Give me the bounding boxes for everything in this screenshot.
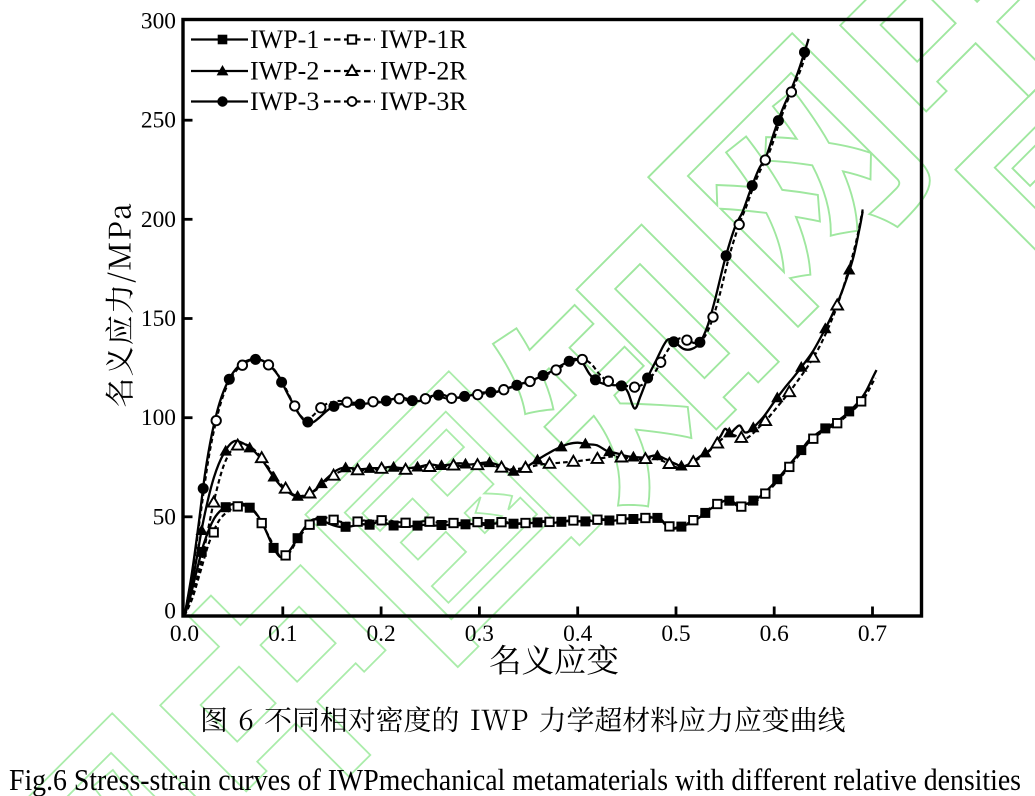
svg-text:Fig.6 Stress-strain curves of: Fig.6 Stress-strain curves of IWPmechani… — [9, 762, 1021, 796]
svg-text:IWP-2R: IWP-2R — [380, 57, 467, 86]
svg-text:100: 100 — [141, 405, 176, 431]
svg-text:0.0: 0.0 — [170, 621, 199, 647]
svg-text:0.4: 0.4 — [563, 621, 593, 647]
svg-text:0.5: 0.5 — [661, 621, 690, 647]
svg-text:50: 50 — [153, 504, 176, 530]
svg-text:0.6: 0.6 — [760, 621, 789, 647]
svg-text:0.1: 0.1 — [268, 621, 297, 647]
svg-text:IWP-1: IWP-1 — [250, 25, 319, 54]
svg-text:0: 0 — [164, 599, 176, 625]
svg-text:0.7: 0.7 — [858, 621, 888, 647]
svg-text:150: 150 — [141, 306, 176, 332]
svg-text:0.3: 0.3 — [465, 621, 494, 647]
svg-text:IWP-2: IWP-2 — [250, 57, 319, 86]
svg-text:300: 300 — [141, 9, 176, 35]
svg-text:200: 200 — [141, 207, 176, 233]
svg-text:250: 250 — [141, 108, 176, 134]
svg-text:IWP-1R: IWP-1R — [380, 25, 467, 54]
svg-text:0.2: 0.2 — [366, 621, 395, 647]
svg-text:IWP-3: IWP-3 — [250, 87, 319, 116]
svg-text:IWP-3R: IWP-3R — [380, 87, 467, 116]
